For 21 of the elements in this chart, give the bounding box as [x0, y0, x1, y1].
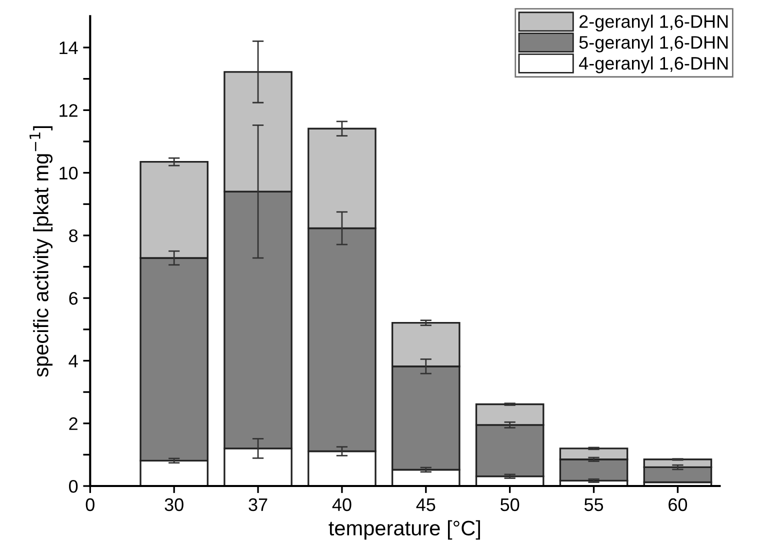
x-tick-label: 30 [164, 498, 184, 512]
x-tick-label: 60 [668, 498, 688, 512]
x-tick-label: 50 [500, 498, 520, 512]
x-tick-label: 55 [584, 498, 604, 512]
y-tick-label: 8 [69, 229, 78, 242]
y-tick-label: 12 [60, 104, 78, 117]
y-tick-label: 4 [68, 354, 78, 368]
y-tick-label: 14 [60, 42, 78, 54]
x-axis-title: temperature [°C] [328, 520, 480, 540]
y-tick-label: 0 [69, 480, 78, 493]
y-tick-label: 2 [69, 417, 78, 430]
x-tick-label: 40 [332, 498, 352, 512]
legend-label: 4-geranyl 1,6-DHN [578, 56, 728, 74]
x-tick-label: 0 [86, 498, 94, 512]
legend-label: 5-geranyl 1,6-DHN [579, 36, 728, 52]
x-tick-label: 37 [248, 498, 268, 512]
x-tick-label: 45 [416, 498, 436, 512]
y-tick-label: 10 [60, 166, 78, 180]
legend-label: 2-geranyl 1,6-DHN [579, 14, 728, 32]
y-axis-title: specific activity [pkat mg$^{−1}$] [30, 126, 53, 377]
y-tick-label: 6 [69, 292, 78, 305]
